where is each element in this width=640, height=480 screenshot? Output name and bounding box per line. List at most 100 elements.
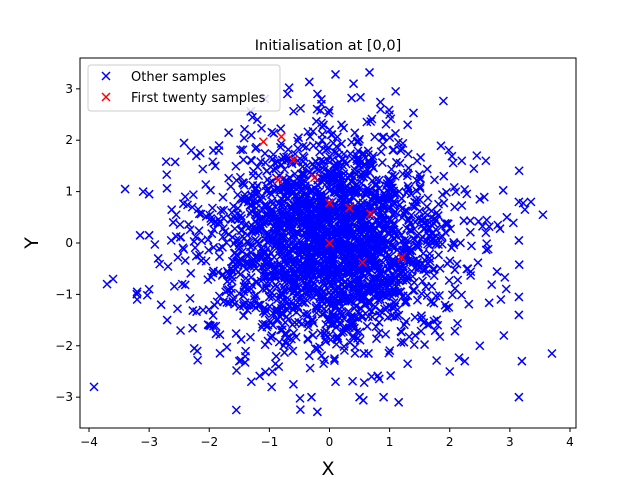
- data-point-other-samples: [381, 222, 392, 232]
- data-point-other-samples: [355, 92, 366, 102]
- data-point-other-samples: [273, 157, 283, 167]
- data-point-other-samples: [437, 239, 447, 249]
- data-point-other-samples: [330, 69, 341, 79]
- data-point-other-samples: [517, 356, 527, 366]
- data-point-other-samples: [267, 382, 277, 392]
- data-point-other-samples: [374, 184, 384, 194]
- data-point-other-samples: [247, 300, 257, 310]
- data-point-other-samples: [447, 290, 457, 300]
- data-point-other-samples: [329, 264, 339, 275]
- data-point-other-samples: [297, 272, 307, 282]
- data-point-other-samples: [362, 117, 372, 127]
- data-point-other-samples: [370, 285, 380, 295]
- data-point-other-samples: [177, 279, 187, 289]
- data-point-other-samples: [441, 187, 451, 197]
- data-point-other-samples: [442, 219, 452, 229]
- data-point-other-samples: [194, 209, 204, 219]
- data-point-other-samples: [359, 348, 369, 358]
- data-point-other-samples: [326, 130, 336, 140]
- data-point-other-samples: [483, 244, 493, 254]
- data-point-other-samples: [403, 359, 413, 369]
- data-point-other-samples: [374, 231, 384, 241]
- data-point-other-samples: [298, 141, 308, 151]
- data-point-other-samples: [332, 243, 342, 253]
- data-point-other-samples: [270, 261, 280, 271]
- data-point-other-samples: [393, 287, 403, 297]
- data-point-other-samples: [262, 166, 272, 176]
- data-point-other-samples: [373, 241, 384, 251]
- data-point-first-twenty-samples: [324, 198, 335, 208]
- data-point-other-samples: [288, 200, 298, 210]
- data-point-other-samples: [191, 151, 201, 161]
- data-point-other-samples: [303, 281, 313, 291]
- y-tick-label: 3: [65, 82, 73, 96]
- data-point-other-samples: [341, 325, 351, 335]
- data-point-other-samples: [481, 156, 491, 166]
- data-point-other-samples: [434, 199, 444, 209]
- data-point-other-samples: [224, 285, 234, 295]
- data-point-other-samples: [304, 77, 314, 87]
- data-point-other-samples: [358, 148, 368, 158]
- data-point-other-samples: [193, 355, 203, 365]
- data-point-other-samples: [429, 175, 440, 185]
- data-point-other-samples: [466, 270, 476, 281]
- data-point-other-samples: [251, 144, 261, 154]
- data-point-other-samples: [273, 217, 283, 227]
- data-point-other-samples: [397, 236, 407, 246]
- data-point-other-samples: [263, 238, 273, 248]
- data-point-other-samples: [371, 334, 382, 344]
- data-point-other-samples: [312, 104, 322, 114]
- data-point-other-samples: [333, 333, 343, 343]
- data-point-other-samples: [185, 225, 195, 235]
- y-tick-label: −2: [55, 339, 73, 353]
- data-point-other-samples: [234, 244, 244, 254]
- data-point-other-samples: [291, 227, 301, 237]
- data-point-other-samples: [315, 186, 325, 196]
- data-point-other-samples: [317, 242, 327, 252]
- data-point-other-samples: [108, 274, 118, 284]
- data-point-other-samples: [205, 210, 215, 220]
- data-point-other-samples: [329, 187, 339, 198]
- data-point-other-samples: [246, 272, 256, 282]
- data-point-other-samples: [336, 178, 346, 188]
- data-point-other-samples: [356, 178, 367, 188]
- data-point-other-samples: [314, 247, 324, 257]
- data-point-other-samples: [421, 264, 431, 274]
- data-point-other-samples: [188, 190, 198, 200]
- data-point-other-samples: [239, 310, 249, 321]
- data-point-other-samples: [460, 184, 470, 195]
- data-point-other-samples: [252, 115, 262, 125]
- data-point-other-samples: [304, 290, 314, 300]
- data-point-other-samples: [295, 198, 305, 208]
- data-point-other-samples: [377, 200, 387, 210]
- data-point-other-samples: [332, 132, 342, 142]
- data-point-other-samples: [462, 189, 472, 199]
- data-point-other-samples: [224, 128, 234, 138]
- data-point-other-samples: [265, 317, 275, 327]
- data-point-other-samples: [258, 284, 268, 294]
- data-point-other-samples: [303, 322, 313, 332]
- data-point-other-samples: [438, 96, 448, 106]
- data-point-other-samples: [355, 335, 365, 345]
- data-point-other-samples: [257, 123, 267, 133]
- data-point-other-samples: [335, 313, 345, 323]
- data-point-other-samples: [172, 304, 183, 314]
- data-point-other-samples: [339, 123, 349, 133]
- data-point-other-samples: [412, 156, 422, 166]
- data-point-other-samples: [450, 202, 460, 212]
- data-point-other-samples: [429, 298, 439, 308]
- data-point-other-samples: [142, 290, 152, 300]
- data-point-other-samples: [203, 320, 213, 330]
- data-point-first-twenty-samples: [324, 238, 335, 248]
- data-point-other-samples: [335, 158, 345, 168]
- data-point-other-samples: [301, 212, 311, 222]
- data-point-other-samples: [215, 348, 225, 358]
- data-point-other-samples: [364, 235, 374, 245]
- data-point-other-samples: [348, 376, 358, 386]
- data-point-other-samples: [248, 241, 258, 251]
- data-point-other-samples: [402, 223, 412, 233]
- data-point-other-samples: [411, 195, 422, 205]
- data-point-other-samples: [289, 267, 299, 278]
- data-point-other-samples: [345, 265, 355, 275]
- data-point-other-samples: [452, 259, 462, 269]
